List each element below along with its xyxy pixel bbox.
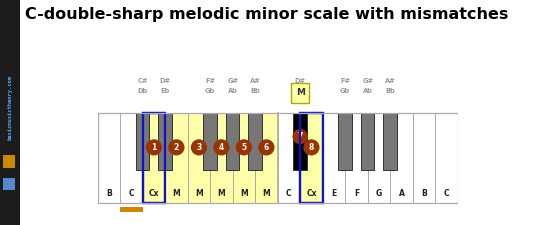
Bar xyxy=(98,112,120,202)
Bar xyxy=(255,112,278,202)
Bar xyxy=(368,112,390,202)
Text: 6: 6 xyxy=(264,143,269,152)
Bar xyxy=(435,112,458,202)
Text: F#: F# xyxy=(340,78,350,84)
Circle shape xyxy=(303,139,319,155)
Bar xyxy=(233,112,255,202)
Text: Ab: Ab xyxy=(228,88,238,94)
Bar xyxy=(345,112,368,202)
Bar xyxy=(187,112,210,202)
Text: Eb: Eb xyxy=(161,88,170,94)
Text: B: B xyxy=(421,189,427,198)
Bar xyxy=(203,112,217,170)
Bar xyxy=(159,112,172,170)
FancyBboxPatch shape xyxy=(292,83,309,103)
Text: C: C xyxy=(286,189,292,198)
Bar xyxy=(143,112,165,202)
Text: A#: A# xyxy=(385,78,396,84)
Bar xyxy=(339,112,352,170)
Bar xyxy=(323,112,345,202)
Text: 1: 1 xyxy=(151,143,156,152)
Text: 8: 8 xyxy=(309,143,314,152)
Bar xyxy=(293,112,307,170)
Text: M: M xyxy=(240,189,248,198)
Bar xyxy=(300,112,323,202)
Circle shape xyxy=(168,139,185,155)
Bar xyxy=(226,112,239,170)
Circle shape xyxy=(146,139,162,155)
Bar xyxy=(413,112,435,202)
Text: Gb: Gb xyxy=(205,88,215,94)
Text: Cx: Cx xyxy=(306,189,317,198)
Text: 5: 5 xyxy=(241,143,247,152)
Text: D#: D# xyxy=(295,78,305,84)
Bar xyxy=(143,112,165,202)
Circle shape xyxy=(293,129,308,144)
Text: Bb: Bb xyxy=(386,88,395,94)
Bar xyxy=(361,112,374,170)
Text: B: B xyxy=(106,189,112,198)
Circle shape xyxy=(258,139,274,155)
Text: E: E xyxy=(331,189,336,198)
Text: C: C xyxy=(129,189,134,198)
Text: M: M xyxy=(263,189,270,198)
Bar xyxy=(136,112,150,170)
Text: Cx: Cx xyxy=(148,189,159,198)
Text: basicmusictheory.com: basicmusictheory.com xyxy=(7,76,13,140)
Text: M: M xyxy=(195,189,203,198)
Text: M: M xyxy=(217,189,225,198)
Circle shape xyxy=(213,139,230,155)
Bar xyxy=(98,112,458,202)
Text: G: G xyxy=(376,189,382,198)
Text: Gb: Gb xyxy=(340,88,350,94)
Bar xyxy=(390,112,413,202)
Bar xyxy=(300,112,323,202)
Circle shape xyxy=(191,139,207,155)
Text: M: M xyxy=(172,189,180,198)
Text: 4: 4 xyxy=(219,143,224,152)
Bar xyxy=(120,112,143,202)
Text: F: F xyxy=(354,189,359,198)
Text: Db: Db xyxy=(138,88,148,94)
Text: 7: 7 xyxy=(297,132,303,141)
Text: Bb: Bb xyxy=(250,88,260,94)
Circle shape xyxy=(236,139,252,155)
Text: C-double-sharp melodic minor scale with mismatches: C-double-sharp melodic minor scale with … xyxy=(25,7,509,22)
Text: C: C xyxy=(444,189,449,198)
Text: Eb: Eb xyxy=(296,88,305,94)
Text: D#: D# xyxy=(160,78,171,84)
Text: C#: C# xyxy=(137,78,148,84)
Bar xyxy=(383,112,397,170)
Text: M: M xyxy=(296,88,305,97)
Text: A: A xyxy=(398,189,404,198)
Text: A#: A# xyxy=(250,78,261,84)
Bar xyxy=(210,112,233,202)
Text: G#: G# xyxy=(362,78,373,84)
Bar xyxy=(278,112,300,202)
Bar xyxy=(248,112,262,170)
Bar xyxy=(120,207,143,212)
Bar xyxy=(165,112,187,202)
Text: Ab: Ab xyxy=(363,88,373,94)
Text: G#: G# xyxy=(227,78,238,84)
Text: 3: 3 xyxy=(197,143,201,152)
Text: 2: 2 xyxy=(174,143,179,152)
Text: F#: F# xyxy=(205,78,215,84)
